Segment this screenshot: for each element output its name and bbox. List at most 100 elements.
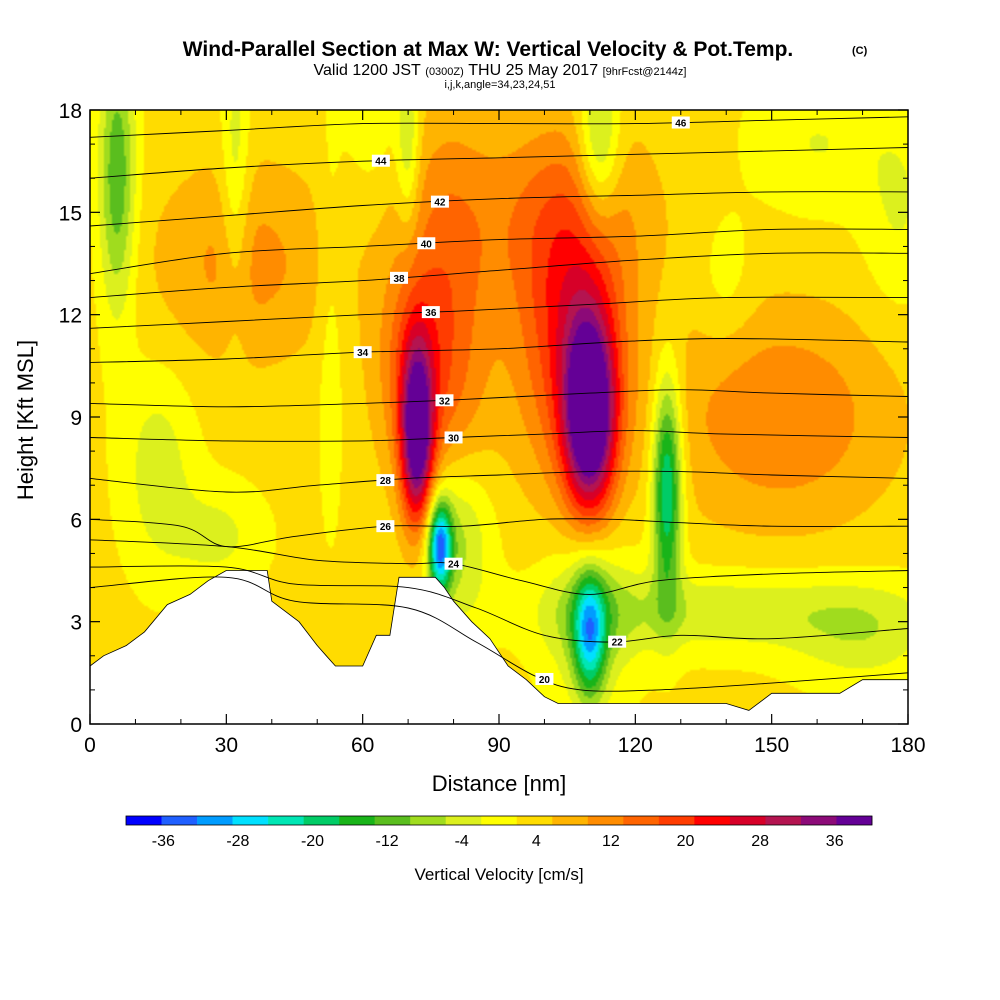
colorbar-title: Vertical Velocity [cm/s] [414,865,583,884]
isentrope-22 [90,565,908,643]
isentrope-label-22: 22 [608,635,627,649]
isentrope-label-box [376,474,395,487]
isentrope-label-42: 42 [430,195,449,209]
colorbar-swatch [516,816,553,825]
isentrope-label-text: 28 [380,476,392,487]
isentrope-label-text: 36 [425,308,437,319]
isentrope-label-text: 44 [375,157,387,168]
colorbar-swatch [729,816,766,825]
colorbar-tick-label: -4 [455,833,469,850]
isentrope-20 [90,576,908,692]
isentrope-label-text: 42 [434,198,446,209]
colorbar-swatch [374,816,411,825]
isentrope-label-box [390,271,409,284]
isentrope-label-box [371,154,390,167]
isentrope-label-box [376,520,395,533]
isentrope-label-36: 36 [421,306,440,319]
colorbar-swatch [232,816,269,825]
isentrope-44 [90,147,908,179]
colorbar-swatch [765,816,802,825]
x-tick-label: 120 [618,734,653,757]
isentrope-label-box [417,237,436,250]
colorbar [125,815,873,826]
y-axis-label: Height [Kft MSL] [13,340,38,500]
isentrope-label-box [421,306,440,319]
y-tick-label: 15 [59,202,82,225]
isentrope-label-40: 40 [417,237,436,250]
isentrope-label-box [444,431,463,444]
isentrope-42 [90,191,908,227]
colorbar-swatch [161,816,198,825]
x-axis-label: Distance [nm] [432,771,567,796]
colorbar-frame [125,815,873,826]
isentrope-label-text: 46 [675,119,687,130]
colorbar-tick-label: 12 [602,833,620,850]
colorbar-swatch [339,816,375,825]
colorbar-swatch [800,816,837,825]
colorbar-tick-label: -36 [152,833,175,850]
isentrope-46 [90,116,908,138]
colorbar-swatch [658,816,695,825]
isentrope-label-box [430,195,449,208]
isentrope-label-text: 24 [448,560,460,571]
x-tick-label: 60 [351,734,374,757]
y-tick-label: 6 [70,509,82,532]
isentrope-label-26: 26 [376,520,395,533]
colorbar-tick-label: -28 [226,833,249,850]
isentrope-26 [90,518,908,548]
colorbar-swatch [694,816,731,825]
colorbar-swatch [410,816,447,825]
isentrope-label-20: 20 [535,672,554,686]
isentrope-label-44: 44 [371,154,390,168]
colorbar-tick-label: 20 [677,833,695,850]
isentrope-label-38: 38 [390,271,409,285]
isentrope-28 [90,470,908,493]
isentrope-label-box [444,557,463,570]
subtitle-valid: Valid 1200 JST [314,62,422,79]
isentrope-label-box [535,672,554,685]
colorbar-tick-label: 4 [532,833,541,850]
x-tick-label: 90 [487,734,510,757]
subtitle-date: THU 25 May 2017 [468,62,598,79]
isentrope-label-text: 32 [439,396,451,407]
y-tick-label: 9 [70,407,82,430]
x-tick-label: 0 [84,734,96,757]
isentrope-label-text: 34 [357,348,369,359]
x-tick-label: 30 [215,734,238,757]
isentrope-label-text: 20 [539,675,551,686]
chart-subtitle: Valid 1200 JST (0300Z) THU 25 May 2017 [… [314,62,687,79]
subtitle-fcst: [9hrFcst@2144z] [603,66,687,78]
colorbar-swatch [481,816,518,825]
isentrope-label-46: 46 [671,116,690,130]
colorbar-tick-label: 36 [826,833,844,850]
colorbar-tick-label: -20 [301,833,324,850]
plot-area: 20 22 24 26 28 30 32 34 36 38 40 42 44 46 [89,109,909,725]
isentrope-layer [90,116,908,692]
y-tick-label: 0 [70,714,82,737]
terrain-layer [90,570,908,724]
subtitle-utc: (0300Z) [425,66,464,78]
colorbar-swatch [126,816,162,825]
isentrope-label-box [353,346,372,359]
colorbar-swatch [836,816,873,825]
colorbar-swatch [268,816,304,825]
y-tick-label: 12 [59,305,82,328]
isentrope-label-box [435,394,454,407]
colorbar-swatch [623,816,660,825]
isentrope-36 [90,296,908,329]
colorbar-labels: -36 -28 -20 -12 -4 4 12 20 28 36 [152,833,844,850]
isentrope-label-text: 38 [393,274,405,285]
isentrope-32 [90,389,908,408]
isentrope-label-box [608,635,627,648]
isentrope-label-28: 28 [376,474,395,487]
x-tick-label: 180 [890,734,925,757]
colorbar-swatch [445,816,482,825]
isentrope-label-layer: 20 22 24 26 28 30 32 34 36 38 40 42 44 46 [353,116,690,686]
x-axis: 0 30 60 90 120 150 180 [84,110,926,757]
isentrope-label-text: 22 [612,638,624,649]
colorbar-swatch [552,816,589,825]
chart-title-mark: (C) [852,45,868,57]
isentrope-38 [90,252,908,299]
